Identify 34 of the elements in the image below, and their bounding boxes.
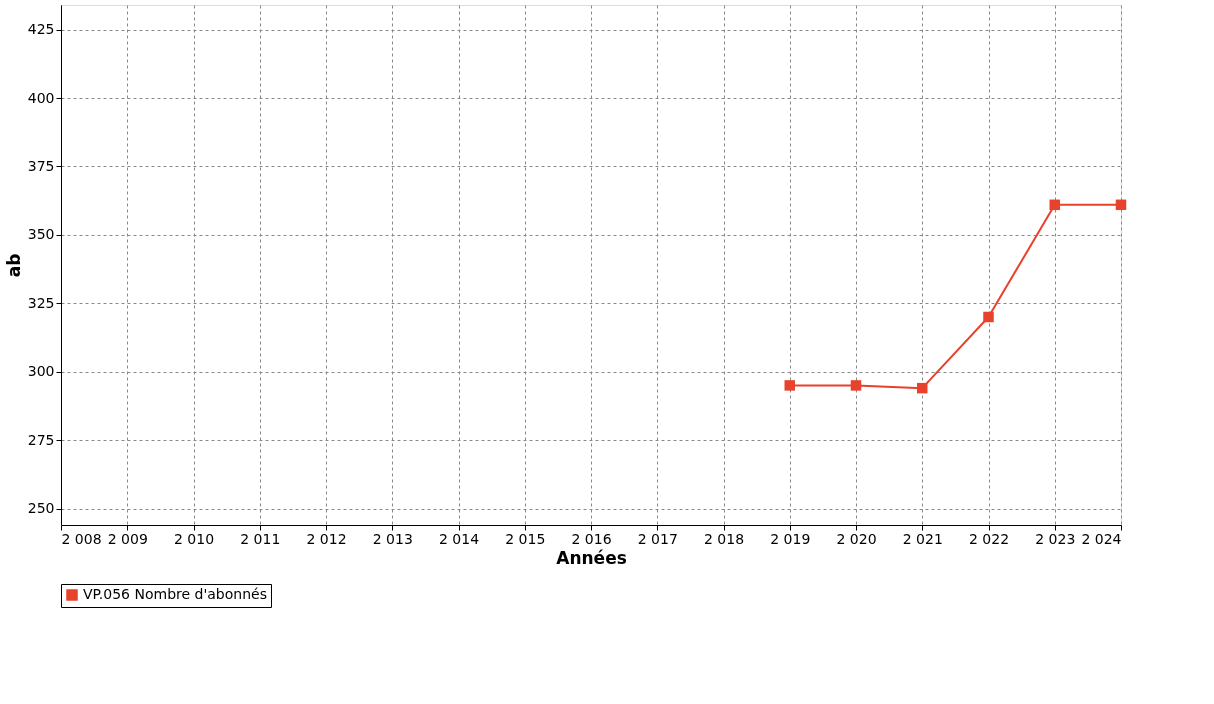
point <box>983 311 994 323</box>
x-tick-label: 2 016 <box>571 530 612 547</box>
x-tick-label: 2 010 <box>173 530 215 547</box>
x-tick-label: 2 013 <box>372 530 413 547</box>
point <box>850 380 862 391</box>
y-tick-label: 250 <box>27 500 55 517</box>
y-tick-label: 425 <box>27 21 55 38</box>
point <box>1115 199 1127 211</box>
point <box>917 382 928 394</box>
point <box>784 380 795 391</box>
point <box>1049 199 1060 211</box>
x-tick-label: 2 019 <box>770 530 811 547</box>
y-tick-label: 350 <box>27 226 55 243</box>
x-axis-title: Années <box>556 547 627 568</box>
x-tick-label: 2 024 <box>1081 530 1122 547</box>
x-tick-label: 2 017 <box>637 530 678 547</box>
y-tick-label: 375 <box>27 157 55 174</box>
y-tick-label: 300 <box>27 363 55 380</box>
x-tick-label: 2 023 <box>1035 530 1076 547</box>
x-tick-label: 2 015 <box>505 530 546 547</box>
x-tick-label: 2 018 <box>703 530 745 547</box>
x-tick-label: 2 014 <box>438 530 480 547</box>
x-tick-label: 2 012 <box>306 530 347 547</box>
x-tick-label: 2 008 <box>61 530 102 547</box>
x-tick-label: 2 009 <box>107 530 148 547</box>
x-tick-label: 2 020 <box>836 530 877 547</box>
legend-label: VP.056 Nombre d'abonnés <box>83 586 267 602</box>
x-tick-label: 2 011 <box>240 530 281 547</box>
y-tick-label: 325 <box>27 294 55 311</box>
y-axis-title: ab <box>3 253 24 278</box>
x-tick-label: 2 021 <box>902 530 943 547</box>
x-tick-label: 2 022 <box>968 530 1010 547</box>
y-tick-label: 400 <box>27 89 55 106</box>
y-tick-label: 275 <box>27 431 55 448</box>
